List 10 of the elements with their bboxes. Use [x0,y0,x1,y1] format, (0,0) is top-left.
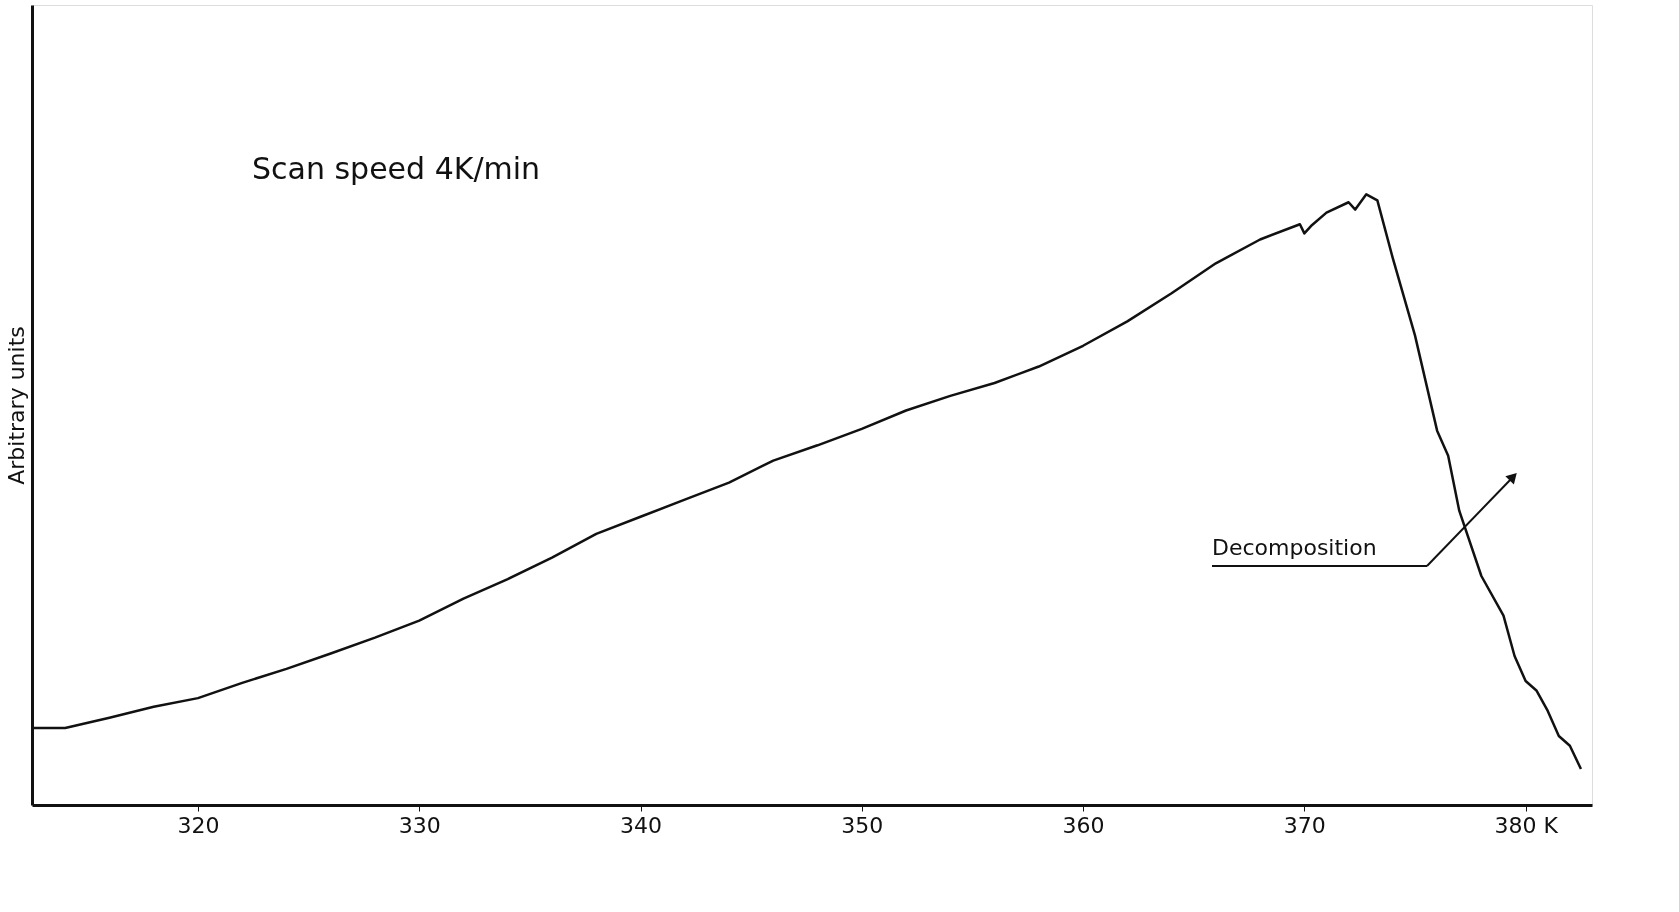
x-tick-label: 380 K [1494,812,1559,838]
y-axis-title: Arbitrary units [3,326,29,485]
x-tick-label: 360 [1062,812,1105,838]
x-tick-label: 350 [841,812,884,838]
x-tick-label: 330 [398,812,441,838]
annotation: Decomposition [1212,535,1377,560]
x-tick-label: 370 [1283,812,1326,838]
x-tick-label: 320 [177,812,220,838]
text: Scan speed 4K/min [252,151,541,186]
x-tick-label: 340 [620,812,663,838]
